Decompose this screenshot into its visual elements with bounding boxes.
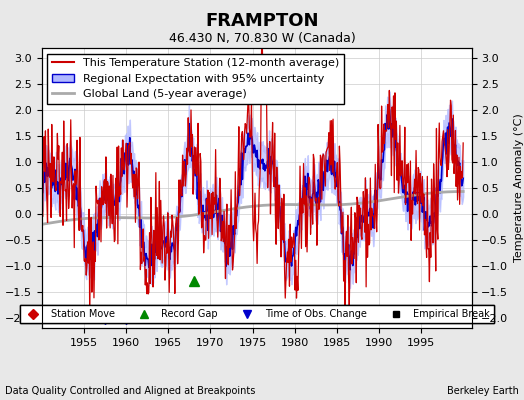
Text: FRAMPTON: FRAMPTON [205, 12, 319, 30]
Y-axis label: Temperature Anomaly (°C): Temperature Anomaly (°C) [514, 114, 524, 262]
Legend: Station Move, Record Gap, Time of Obs. Change, Empirical Break: Station Move, Record Gap, Time of Obs. C… [19, 305, 494, 323]
Text: 46.430 N, 70.830 W (Canada): 46.430 N, 70.830 W (Canada) [169, 32, 355, 45]
Text: Data Quality Controlled and Aligned at Breakpoints: Data Quality Controlled and Aligned at B… [5, 386, 256, 396]
Text: Berkeley Earth: Berkeley Earth [447, 386, 519, 396]
